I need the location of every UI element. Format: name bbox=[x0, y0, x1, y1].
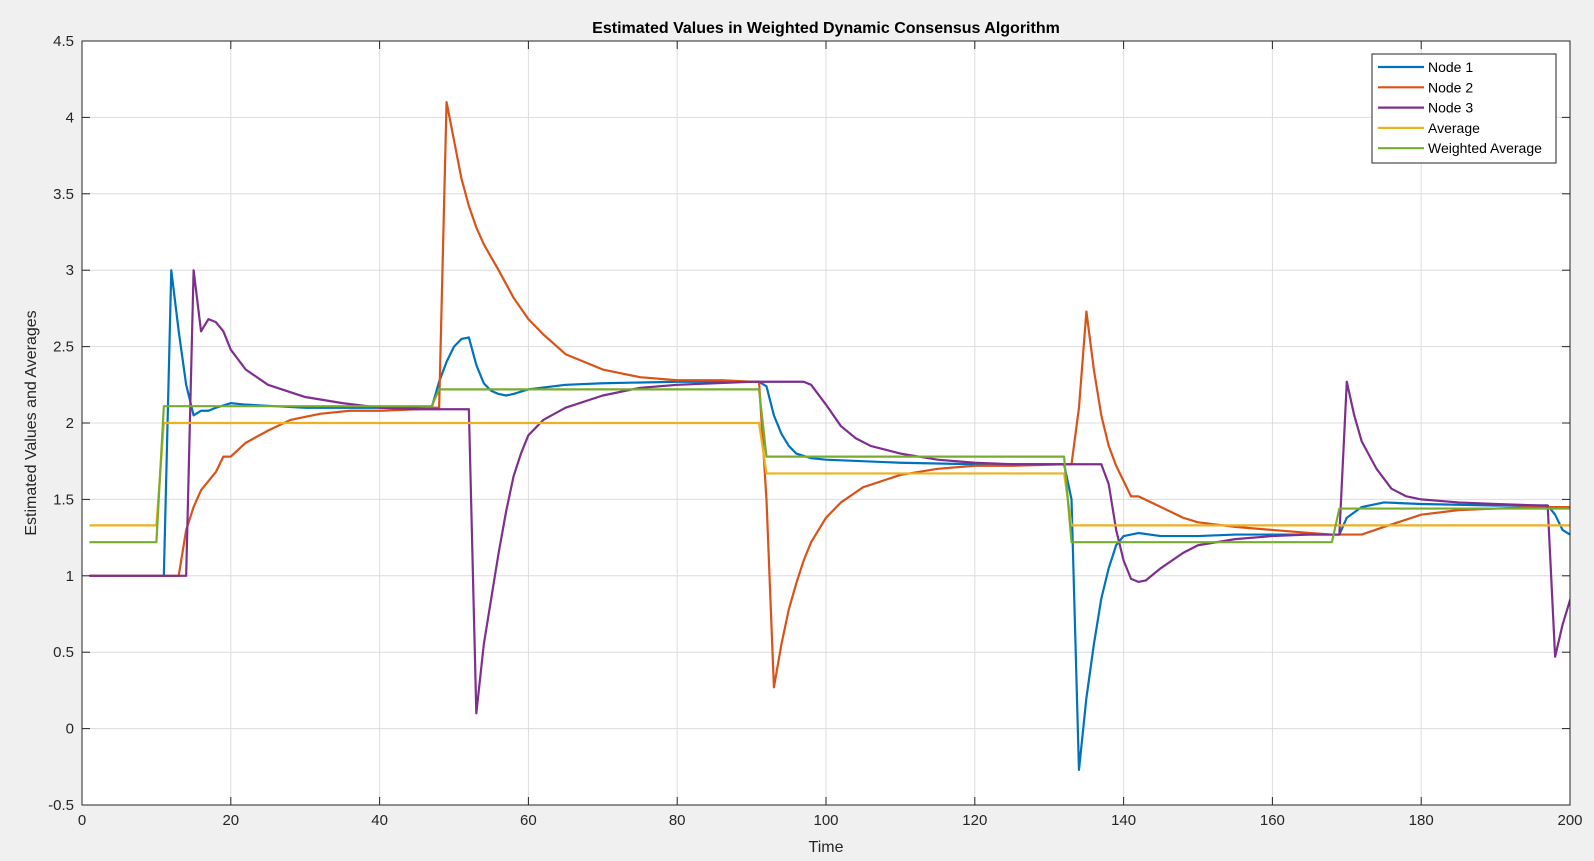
x-tick-label: 60 bbox=[520, 812, 537, 829]
y-tick-label: 1.5 bbox=[53, 491, 74, 508]
legend-label-node-3: Node 3 bbox=[1428, 100, 1473, 116]
chart-title: Estimated Values in Weighted Dynamic Con… bbox=[592, 20, 1060, 37]
y-tick-label: 2.5 bbox=[53, 339, 74, 356]
series-line-weighted-average bbox=[89, 388, 1570, 544]
x-tick-label: 100 bbox=[813, 812, 838, 829]
x-tick-label: 180 bbox=[1409, 812, 1434, 829]
x-tick-label: 200 bbox=[1557, 812, 1582, 829]
legend-label-node-1: Node 1 bbox=[1428, 59, 1473, 75]
legend-label-weighted-average: Weighted Average bbox=[1428, 140, 1542, 156]
x-tick-label: 160 bbox=[1260, 812, 1285, 829]
y-tick-label: 3.5 bbox=[53, 186, 74, 203]
series-line-node-1 bbox=[89, 269, 1570, 771]
x-tick-label: 80 bbox=[669, 812, 686, 829]
x-tick-label: 0 bbox=[78, 812, 86, 829]
y-axis-label: Estimated Values and Averages bbox=[23, 310, 40, 535]
series-line-node-3 bbox=[89, 269, 1570, 715]
series-group bbox=[89, 101, 1570, 771]
x-tick-label: 140 bbox=[1111, 812, 1136, 829]
grid bbox=[82, 41, 1570, 805]
series-line-node-2 bbox=[89, 101, 1570, 689]
y-tick-label: 0.5 bbox=[53, 644, 74, 661]
x-tick-label: 120 bbox=[962, 812, 987, 829]
y-tick-label: 1 bbox=[66, 568, 74, 585]
tick-labels: 0 20 40 60 80 100 120 140 160 180 200-0.500.511.52… bbox=[48, 33, 1582, 829]
y-tick-label: 3 bbox=[66, 262, 74, 279]
x-tick-label: 40 bbox=[371, 812, 388, 829]
y-tick-label: 0 bbox=[66, 721, 74, 738]
legend-label-average: Average bbox=[1428, 120, 1480, 136]
y-tick-label: 2 bbox=[66, 415, 74, 432]
ticks bbox=[81, 40, 1571, 806]
y-tick-label: 4 bbox=[66, 109, 74, 126]
y-tick-label: -0.5 bbox=[48, 797, 74, 814]
y-tick-label: 4.5 bbox=[53, 33, 74, 50]
legend-label-node-2: Node 2 bbox=[1428, 79, 1473, 95]
x-axis-label: Time bbox=[809, 839, 844, 856]
legend: Node 1 Node 2 Node 3 Average Weighted Averag… bbox=[1371, 53, 1557, 164]
x-tick-label: 20 bbox=[222, 812, 239, 829]
